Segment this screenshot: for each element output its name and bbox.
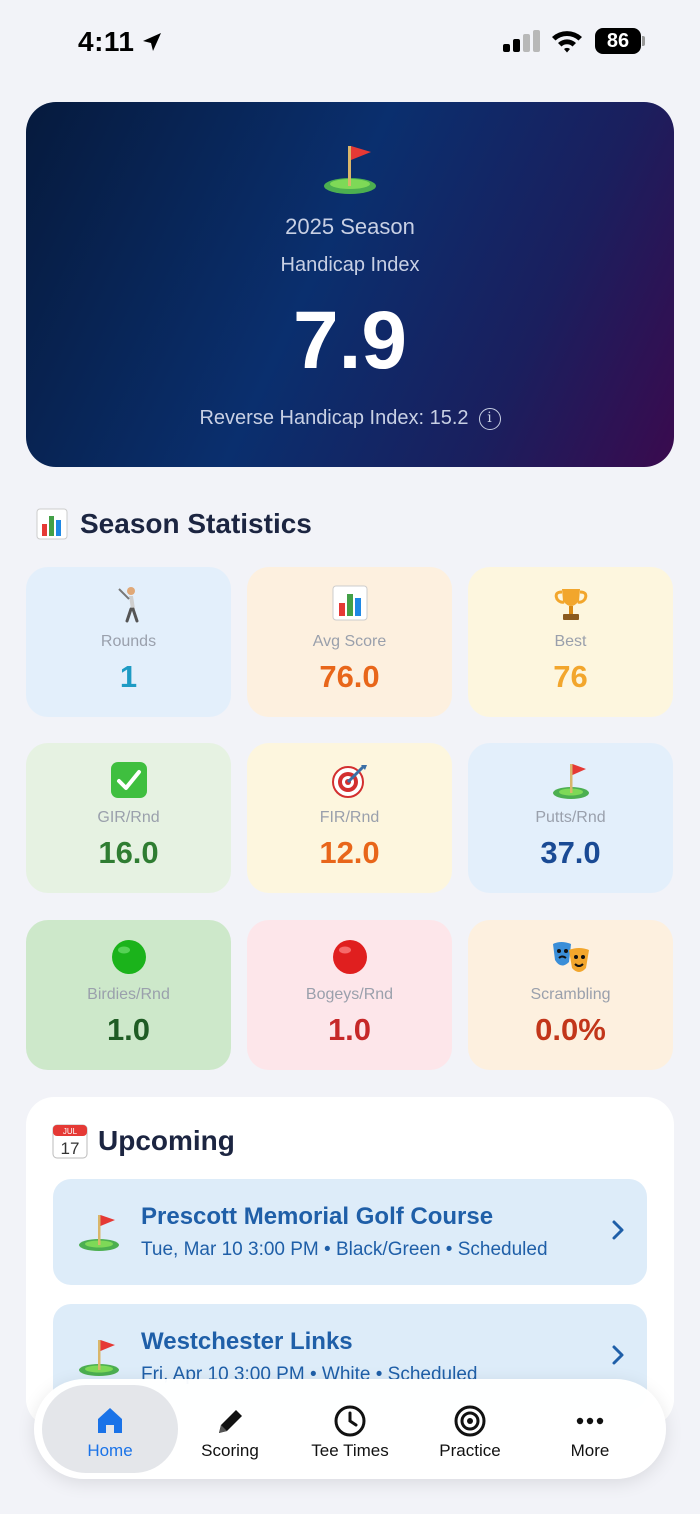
event-details: Tue, Mar 10 3:00 PM • Black/Green • Sche…	[141, 1239, 548, 1260]
battery-level: 86	[595, 28, 641, 54]
calendar-icon: JUL 17	[52, 1124, 88, 1159]
handicap-label: Handicap Index	[280, 254, 420, 276]
handicap-card[interactable]: 2025 Season Handicap Index 7.9 Reverse H…	[26, 102, 674, 467]
stat-value: 1.0	[327, 1012, 372, 1047]
stat-tile-putts-rnd[interactable]: Putts/Rnd 37.0	[468, 743, 673, 893]
calendar-month: JUL	[63, 1127, 78, 1136]
tab-more[interactable]: More	[522, 1385, 658, 1473]
handicap-value: 7.9	[293, 295, 407, 386]
stat-value: 37.0	[540, 835, 601, 870]
stat-label: Best	[554, 633, 587, 650]
golf-flag-icon	[324, 146, 376, 194]
target-icon	[247, 761, 452, 801]
event-name: Westchester Links	[141, 1328, 353, 1355]
stat-label: FIR/Rnd	[319, 809, 380, 826]
stat-value: 16.0	[98, 835, 159, 870]
stat-label: GIR/Rnd	[97, 809, 160, 826]
stat-label: Scrambling	[530, 986, 611, 1003]
chevron-right-icon	[612, 1345, 624, 1365]
stat-tile-best[interactable]: Best 76	[468, 567, 673, 717]
tab-label: Tee Times	[311, 1441, 389, 1460]
golf-flag-icon	[79, 1340, 119, 1376]
stat-label: Avg Score	[312, 633, 387, 650]
status-time: 4:11	[78, 26, 135, 57]
reverse-handicap-text: Reverse Handicap Index: 15.2	[199, 407, 469, 429]
bar-chart-icon	[247, 585, 452, 625]
stat-value: 1.0	[106, 1012, 151, 1047]
battery-icon: 86	[595, 28, 645, 54]
pencil-icon	[219, 1410, 242, 1433]
check-icon	[26, 761, 231, 801]
red-circle-icon	[247, 938, 452, 978]
stat-value: 76	[553, 659, 588, 694]
tab-practice[interactable]: Practice	[402, 1385, 538, 1473]
stat-label: Rounds	[100, 633, 157, 650]
chevron-right-icon	[612, 1220, 624, 1240]
stat-label: Bogeys/Rnd	[305, 986, 394, 1003]
cellular-signal-icon	[503, 30, 541, 52]
location-arrow-icon	[143, 33, 161, 51]
info-icon[interactable]: i	[478, 407, 501, 430]
stat-value: 12.0	[319, 835, 380, 870]
tab-bar: Home Scoring Tee Times Practice More	[34, 1379, 666, 1479]
event-name: Prescott Memorial Golf Course	[141, 1203, 494, 1230]
calendar-day: 17	[61, 1139, 80, 1158]
status-bar: 4:11 86	[0, 0, 700, 84]
stat-value: 0.0%	[535, 1012, 606, 1047]
tab-label: Practice	[439, 1441, 501, 1460]
stat-value: 1	[119, 659, 138, 694]
reverse-handicap: Reverse Handicap Index: 15.2 i	[26, 407, 674, 430]
upcoming-title: Upcoming	[98, 1125, 235, 1156]
trophy-icon	[468, 585, 673, 625]
season-statistics-header: Season Statistics	[36, 504, 312, 544]
tab-scoring[interactable]: Scoring	[162, 1385, 298, 1473]
clock-icon	[334, 1405, 366, 1437]
tab-label: Scoring	[201, 1441, 259, 1460]
tab-home[interactable]: Home	[42, 1385, 178, 1473]
upcoming-header: JUL 17 Upcoming	[52, 1121, 235, 1161]
golf-flag-icon	[79, 1215, 119, 1251]
season-label: 2025 Season	[285, 214, 415, 239]
golfer-icon	[26, 585, 231, 625]
stat-tile-avg-score[interactable]: Avg Score 76.0	[247, 567, 452, 717]
tab-label: Home	[87, 1441, 133, 1460]
tab-label: More	[570, 1441, 610, 1460]
more-icon	[576, 1417, 604, 1425]
stat-tile-gir-rnd[interactable]: GIR/Rnd 16.0	[26, 743, 231, 893]
stat-label: Putts/Rnd	[535, 809, 606, 826]
upcoming-card: JUL 17 Upcoming Prescott Memorial Golf C…	[26, 1097, 674, 1427]
bar-chart-icon	[36, 508, 68, 540]
stat-label: Birdies/Rnd	[87, 986, 170, 1003]
stat-tile-birdies-rnd[interactable]: Birdies/Rnd 1.0	[26, 920, 231, 1070]
stat-tile-bogeys-rnd[interactable]: Bogeys/Rnd 1.0	[247, 920, 452, 1070]
theater-masks-icon	[468, 938, 673, 978]
golf-flag-icon	[468, 761, 673, 801]
stat-tile-scrambling[interactable]: Scrambling 0.0%	[468, 920, 673, 1070]
tab-tee-times[interactable]: Tee Times	[282, 1385, 418, 1473]
event-row[interactable]: Prescott Memorial Golf Course Tue, Mar 1…	[53, 1179, 647, 1285]
target-icon	[454, 1405, 486, 1437]
stat-value: 76.0	[319, 659, 380, 694]
wifi-icon	[552, 31, 582, 53]
stat-tile-rounds[interactable]: Rounds 1	[26, 567, 231, 717]
section-title: Season Statistics	[80, 508, 312, 539]
stat-tile-fir-rnd[interactable]: FIR/Rnd 12.0	[247, 743, 452, 893]
home-icon	[98, 1408, 122, 1433]
green-circle-icon	[26, 938, 231, 978]
